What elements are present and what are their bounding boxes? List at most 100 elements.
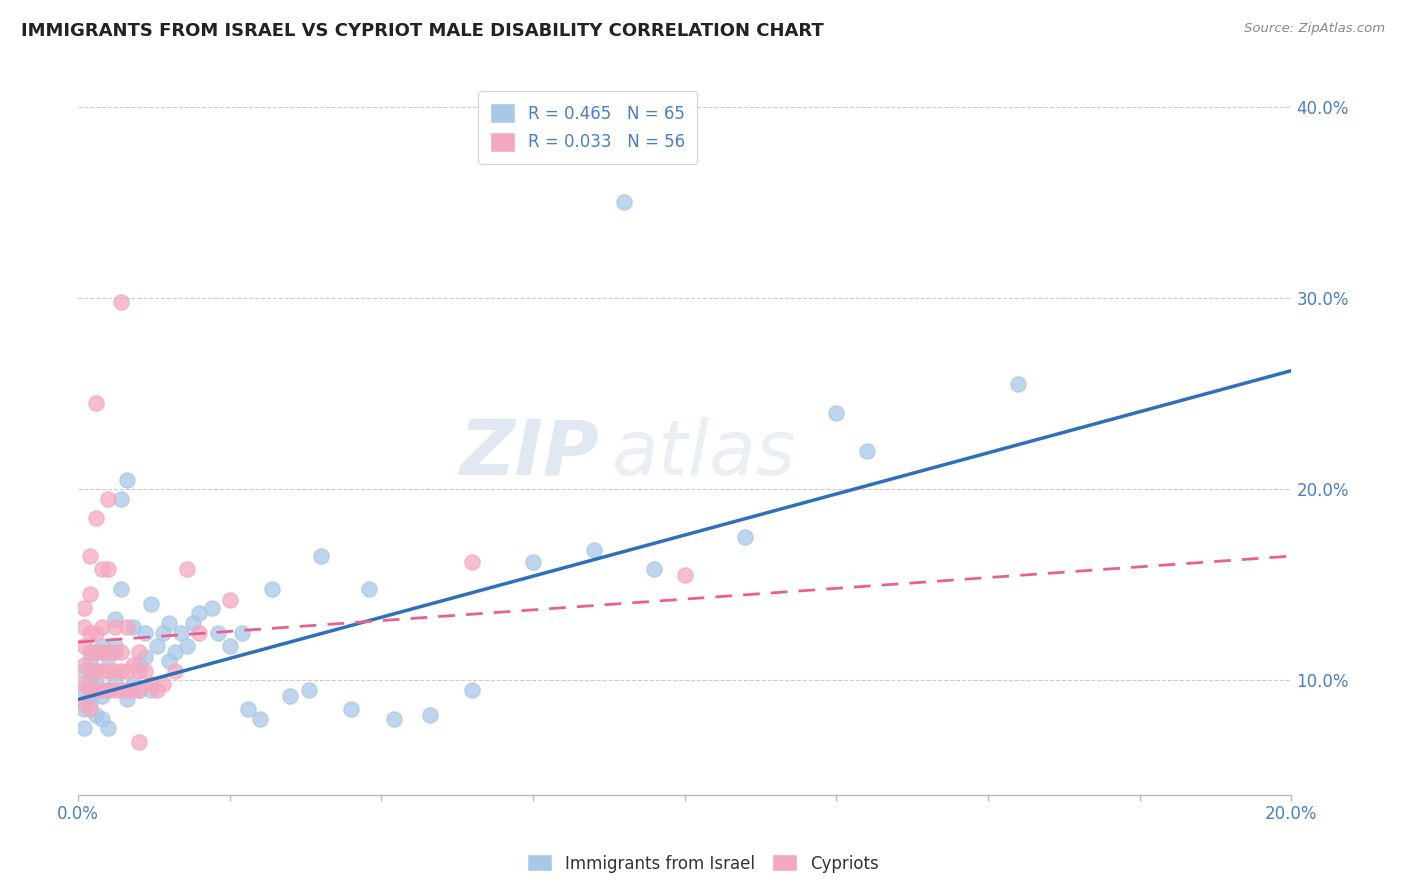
Point <box>86 664 108 678</box>
Point <box>91 712 114 726</box>
Point <box>128 682 150 697</box>
Point <box>461 555 484 569</box>
Point <box>262 582 284 596</box>
Point <box>115 692 138 706</box>
Point <box>73 682 96 697</box>
Point <box>110 682 132 697</box>
Point <box>309 549 332 563</box>
Point <box>110 491 132 506</box>
Point <box>73 721 96 735</box>
Point <box>249 712 271 726</box>
Point <box>91 645 114 659</box>
Point <box>165 645 187 659</box>
Point <box>152 625 174 640</box>
Point <box>79 645 101 659</box>
Point <box>734 530 756 544</box>
Point <box>134 650 156 665</box>
Point <box>188 607 211 621</box>
Point <box>103 682 125 697</box>
Point <box>134 664 156 678</box>
Point <box>73 658 96 673</box>
Point <box>91 562 114 576</box>
Point <box>236 702 259 716</box>
Point <box>183 615 205 630</box>
Point <box>79 625 101 640</box>
Point <box>170 625 193 640</box>
Point <box>79 673 101 688</box>
Point <box>139 677 162 691</box>
Point <box>79 549 101 563</box>
Point <box>340 702 363 716</box>
Text: atlas: atlas <box>612 417 796 491</box>
Point <box>115 620 138 634</box>
Point <box>86 645 108 659</box>
Point <box>73 664 96 678</box>
Point <box>825 406 848 420</box>
Point <box>139 682 162 697</box>
Point <box>91 689 114 703</box>
Point <box>359 582 381 596</box>
Point <box>121 677 143 691</box>
Point <box>86 664 108 678</box>
Point <box>121 620 143 634</box>
Point <box>103 612 125 626</box>
Text: Source: ZipAtlas.com: Source: ZipAtlas.com <box>1244 22 1385 36</box>
Point <box>79 654 101 668</box>
Text: IMMIGRANTS FROM ISRAEL VS CYPRIOT MALE DISABILITY CORRELATION CHART: IMMIGRANTS FROM ISRAEL VS CYPRIOT MALE D… <box>21 22 824 40</box>
Point <box>79 664 101 678</box>
Point <box>419 707 441 722</box>
Point <box>139 597 162 611</box>
Point <box>218 593 240 607</box>
Point <box>128 682 150 697</box>
Point <box>79 682 101 697</box>
Point <box>522 555 544 569</box>
Point <box>855 444 877 458</box>
Point <box>73 600 96 615</box>
Point <box>110 294 132 309</box>
Point <box>97 682 120 697</box>
Point <box>115 682 138 697</box>
Point <box>157 615 180 630</box>
Point <box>218 639 240 653</box>
Point <box>1007 376 1029 391</box>
Point <box>110 582 132 596</box>
Point <box>176 639 198 653</box>
Point <box>128 734 150 748</box>
Point <box>73 677 96 691</box>
Point <box>86 396 108 410</box>
Point <box>97 645 120 659</box>
Point <box>157 654 180 668</box>
Point <box>382 712 405 726</box>
Point <box>298 682 321 697</box>
Point <box>91 664 114 678</box>
Point <box>91 682 114 697</box>
Point <box>673 568 696 582</box>
Point <box>643 562 665 576</box>
Point <box>79 689 101 703</box>
Point <box>86 707 108 722</box>
Point <box>86 645 108 659</box>
Point <box>79 587 101 601</box>
Point <box>146 639 169 653</box>
Point <box>97 491 120 506</box>
Point <box>73 696 96 710</box>
Point <box>86 511 108 525</box>
Point <box>134 625 156 640</box>
Point <box>128 664 150 678</box>
Point <box>115 473 138 487</box>
Point <box>91 639 114 653</box>
Point <box>582 543 605 558</box>
Point <box>103 639 125 653</box>
Point <box>91 620 114 634</box>
Point <box>176 562 198 576</box>
Point <box>103 673 125 688</box>
Point <box>73 639 96 653</box>
Point <box>110 664 132 678</box>
Point <box>110 645 132 659</box>
Point <box>128 658 150 673</box>
Point <box>121 682 143 697</box>
Point <box>165 664 187 678</box>
Point <box>115 664 138 678</box>
Point <box>73 620 96 634</box>
Point <box>86 682 108 697</box>
